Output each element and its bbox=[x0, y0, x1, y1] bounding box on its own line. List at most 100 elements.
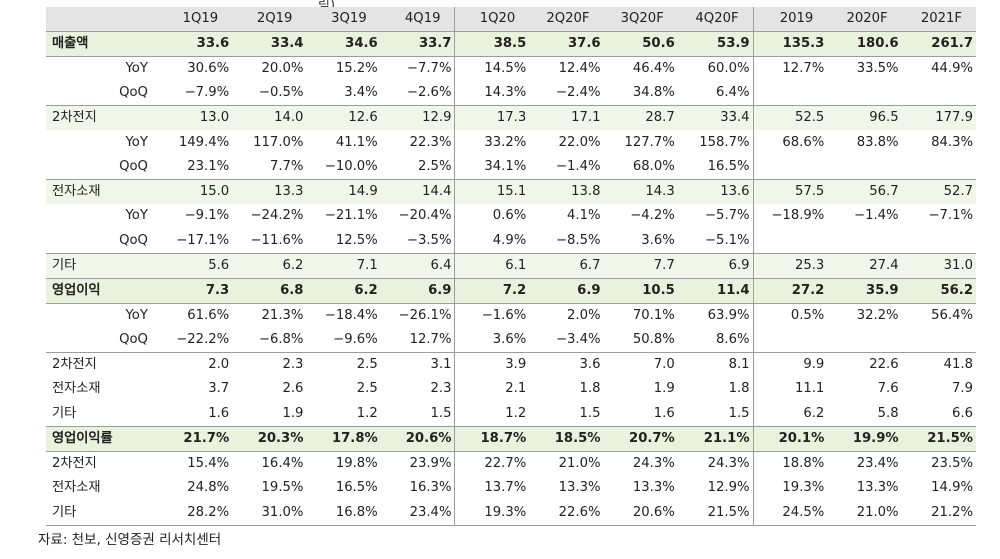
table-cell: 13.6 bbox=[677, 179, 754, 205]
column-header: 1Q20 bbox=[454, 7, 530, 32]
table-cell: 13.3% bbox=[632, 480, 675, 496]
table-cell: 22.0% bbox=[558, 134, 601, 150]
table-cell: −1.6% bbox=[454, 303, 530, 328]
table-cell: 7.7 bbox=[603, 252, 678, 279]
table-cell: 96.5 bbox=[827, 105, 902, 131]
table-cell: 21.2% bbox=[901, 500, 976, 526]
column-header: 2021F bbox=[901, 7, 976, 32]
table-cell: 20.6% bbox=[380, 425, 455, 452]
table-cell: 14.3% bbox=[454, 81, 530, 106]
table-cell: 2.3 bbox=[430, 381, 452, 397]
table-cell: 2.5 bbox=[356, 381, 378, 397]
table-cell: 6.9 bbox=[380, 277, 455, 304]
table-row: 영업이익 7.3 6.8 6.2 6.9 7.2 6.9 10.5 11.4 27.2 35.9 56… bbox=[46, 277, 976, 304]
row-label: 기타 bbox=[52, 405, 77, 421]
source-note: 자료: 천보, 신영증권 리서치센터 bbox=[38, 532, 222, 548]
table-cell: 17.1 bbox=[529, 105, 604, 131]
table-cell: −0.5% bbox=[258, 85, 304, 101]
table-cell: −11.6% bbox=[250, 232, 304, 248]
table-cell: 34.6 bbox=[306, 31, 381, 58]
header-corner bbox=[46, 7, 158, 32]
table-cell: 23.9% bbox=[409, 455, 452, 471]
table-cell: 33.7 bbox=[380, 31, 455, 58]
table-cell: 1.2 bbox=[356, 405, 378, 421]
table-cell: 44.9% bbox=[931, 61, 973, 77]
row-label: 2차전지 bbox=[52, 455, 97, 471]
table-cell: 158.7% bbox=[699, 134, 750, 150]
table-cell: 2.3 bbox=[232, 352, 307, 378]
column-header: 3Q19 bbox=[306, 7, 381, 32]
table-row: YoY 149.4% 117.0% 41.1% 22.3% 33.2% 22.0% 127.7… bbox=[46, 130, 976, 155]
column-header: 4Q20F bbox=[677, 7, 754, 32]
table-cell: 6.7 bbox=[529, 252, 604, 279]
row-label: YoY bbox=[125, 134, 148, 150]
table-cell: 16.8% bbox=[306, 500, 381, 526]
table-cell: 33.4 bbox=[677, 105, 754, 131]
table-cell: 14.9% bbox=[931, 480, 973, 496]
table-cell: 52.7 bbox=[901, 179, 976, 205]
table-cell: 18.8% bbox=[752, 451, 828, 476]
table-cell: 23.5% bbox=[931, 455, 973, 471]
table-cell: −18.9% bbox=[752, 204, 828, 229]
table-cell: −2.4% bbox=[555, 85, 601, 101]
table-cell: 61.6% bbox=[187, 307, 230, 323]
table-cell: 180.6 bbox=[827, 31, 902, 58]
table-cell: −20.4% bbox=[398, 208, 452, 224]
table-cell: 7.1 bbox=[306, 252, 381, 279]
table-cell: 6.9 bbox=[677, 252, 754, 279]
table-cell: 56.2 bbox=[901, 277, 976, 304]
table-cell: 20.1% bbox=[752, 425, 828, 452]
table-cell: 3.6% bbox=[454, 327, 530, 353]
table-cell bbox=[827, 155, 901, 180]
column-header: 3Q20F bbox=[603, 7, 678, 32]
header-row: 1Q19 2Q19 3Q19 4Q19 1Q20 2Q20F 3Q20F 4Q20F 2019 2… bbox=[46, 7, 976, 32]
table-cell: 6.9 bbox=[529, 277, 604, 304]
row-label: 2차전지 bbox=[46, 352, 158, 378]
table-cell: 17.3 bbox=[454, 105, 530, 131]
table-cell: 57.5 bbox=[752, 179, 828, 205]
table-cell: 34.8% bbox=[632, 85, 675, 101]
table-cell: 35.9 bbox=[827, 277, 902, 304]
table-cell: 2.5 bbox=[306, 352, 381, 378]
row-label: 전자소재 bbox=[46, 179, 158, 205]
table-cell: 21.5% bbox=[901, 425, 976, 452]
table-cell: −3.5% bbox=[406, 232, 452, 248]
table-cell: 37.6 bbox=[529, 31, 604, 58]
table-row: 전자소재 3.7 2.6 2.5 2.3 2.1 1.8 1.9 1.8 11.1 7.6 7.9 bbox=[46, 377, 976, 402]
table-cell: 33.5% bbox=[856, 61, 899, 77]
table-cell: 24.3% bbox=[707, 455, 750, 471]
table-cell: 15.0 bbox=[157, 179, 233, 205]
table-cell: 7.3 bbox=[157, 277, 233, 304]
table-cell: −7.1% bbox=[928, 208, 973, 224]
table-cell: 28.7 bbox=[603, 105, 678, 131]
table-cell: −4.2% bbox=[630, 208, 675, 224]
table-cell: 9.9 bbox=[752, 352, 828, 378]
table-cell: 16.3% bbox=[409, 480, 452, 496]
table-cell: 22.7% bbox=[454, 451, 530, 476]
table-cell: 4.9% bbox=[454, 228, 530, 254]
table-cell bbox=[827, 81, 901, 106]
table-row: 2차전지 15.4% 16.4% 19.8% 23.9% 22.7% 21.0% 24.3% 2… bbox=[46, 451, 976, 476]
table-cell: 20.3% bbox=[232, 425, 307, 452]
table-cell: 52.5 bbox=[752, 105, 828, 131]
table-cell: 10.5 bbox=[603, 277, 678, 304]
table-cell: 23.1% bbox=[187, 159, 230, 175]
table-row: YoY −9.1% −24.2% −21.1% −20.4% 0.6% 4.1% −4.2% −… bbox=[46, 204, 976, 229]
table-cell: 1.6 bbox=[653, 405, 675, 421]
table-cell: 24.8% bbox=[187, 480, 230, 496]
table-cell: 19.8% bbox=[335, 455, 378, 471]
table-cell: 14.4 bbox=[380, 179, 455, 205]
table-cell: 84.3% bbox=[931, 134, 973, 150]
table-cell: −6.8% bbox=[258, 331, 304, 347]
table-cell: 46.4% bbox=[632, 61, 675, 77]
table-cell: 22.6% bbox=[529, 500, 604, 526]
row-label: YoY bbox=[125, 307, 148, 323]
table-row: YoY 61.6% 21.3% −18.4% −26.1% −1.6% 2.0% 70.1% 6… bbox=[46, 303, 976, 328]
table-cell: 12.9% bbox=[707, 480, 750, 496]
table-cell bbox=[902, 81, 976, 106]
table-cell: 50.6 bbox=[603, 31, 678, 58]
table-cell bbox=[902, 155, 976, 180]
table-cell: 7.9 bbox=[952, 381, 973, 397]
table-row: 영업이익률 21.7% 20.3% 17.8% 20.6% 18.7% 18.5% 20.7%… bbox=[46, 425, 976, 452]
table-cell: 21.1% bbox=[677, 425, 754, 452]
